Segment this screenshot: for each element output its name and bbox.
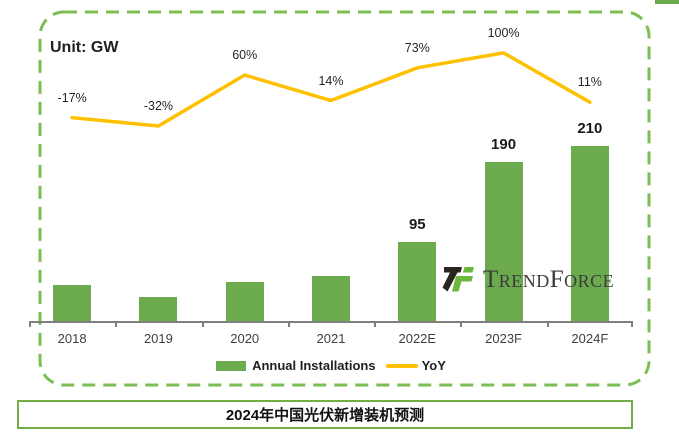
x-axis-label-2022E: 2022E xyxy=(398,331,437,346)
x-axis-label-2018: 2018 xyxy=(57,331,87,346)
x-axis-line xyxy=(29,321,633,323)
x-axis-label-2020: 2020 xyxy=(230,331,260,346)
bar-value-label-2022E: 95 xyxy=(408,216,426,234)
dashed-frame-rect xyxy=(38,10,651,387)
x-axis-label-2021: 2021 xyxy=(316,331,346,346)
legend-label-yoy: YoY xyxy=(421,358,446,373)
yoy-label-2023F: 100% xyxy=(487,25,520,40)
bar-2021 xyxy=(312,275,350,322)
x-axis-label-2023F: 2023F xyxy=(485,331,522,346)
bar-2024F xyxy=(570,145,609,322)
x-axis-tick xyxy=(546,321,549,327)
trendforce-logo-text: TrendForce xyxy=(483,266,615,293)
yoy-label-2022E: 73% xyxy=(404,40,430,55)
bar-2020 xyxy=(225,281,264,322)
yoy-label-2020: 60% xyxy=(232,48,258,63)
x-axis-tick xyxy=(460,321,463,327)
unit-label: Unit: GW xyxy=(50,39,119,56)
footer-title-box: 2024年中国光伏新增装机预测 xyxy=(17,400,633,429)
legend: Annual Installations YoY xyxy=(29,358,633,373)
legend-label-installations: Annual Installations xyxy=(252,358,376,373)
bar-2022E xyxy=(398,242,437,322)
trendforce-logo: TrendForce xyxy=(440,261,614,298)
x-axis-tick xyxy=(29,321,31,327)
bar-2019 xyxy=(139,296,178,322)
x-axis-label-2024F: 2024F xyxy=(571,331,609,346)
corner-accent-bar xyxy=(655,0,679,4)
x-axis-tick xyxy=(115,321,118,327)
bar-value-label-2024F: 210 xyxy=(577,119,603,137)
bar-2023F xyxy=(484,162,523,322)
x-axis-tick xyxy=(287,321,290,327)
x-axis-tick xyxy=(201,321,204,327)
yoy-label-2024F: 11% xyxy=(577,75,602,90)
legend-bar-swatch xyxy=(216,360,247,371)
legend-line-swatch xyxy=(385,363,418,368)
bar-2018 xyxy=(53,285,92,322)
bar-value-label-2023F: 190 xyxy=(491,136,517,154)
yoy-label-2021: 14% xyxy=(318,73,344,88)
x-axis-tick xyxy=(631,321,633,327)
dashed-frame xyxy=(38,10,651,387)
yoy-label-2019: -32% xyxy=(143,99,174,113)
yoy-label-2018: -17% xyxy=(57,90,87,105)
footer-title: 2024年中国光伏新增装机预测 xyxy=(225,407,425,424)
x-axis-tick xyxy=(374,321,377,327)
x-axis-label-2019: 2019 xyxy=(143,331,173,346)
trendforce-logo-icon xyxy=(440,261,478,298)
